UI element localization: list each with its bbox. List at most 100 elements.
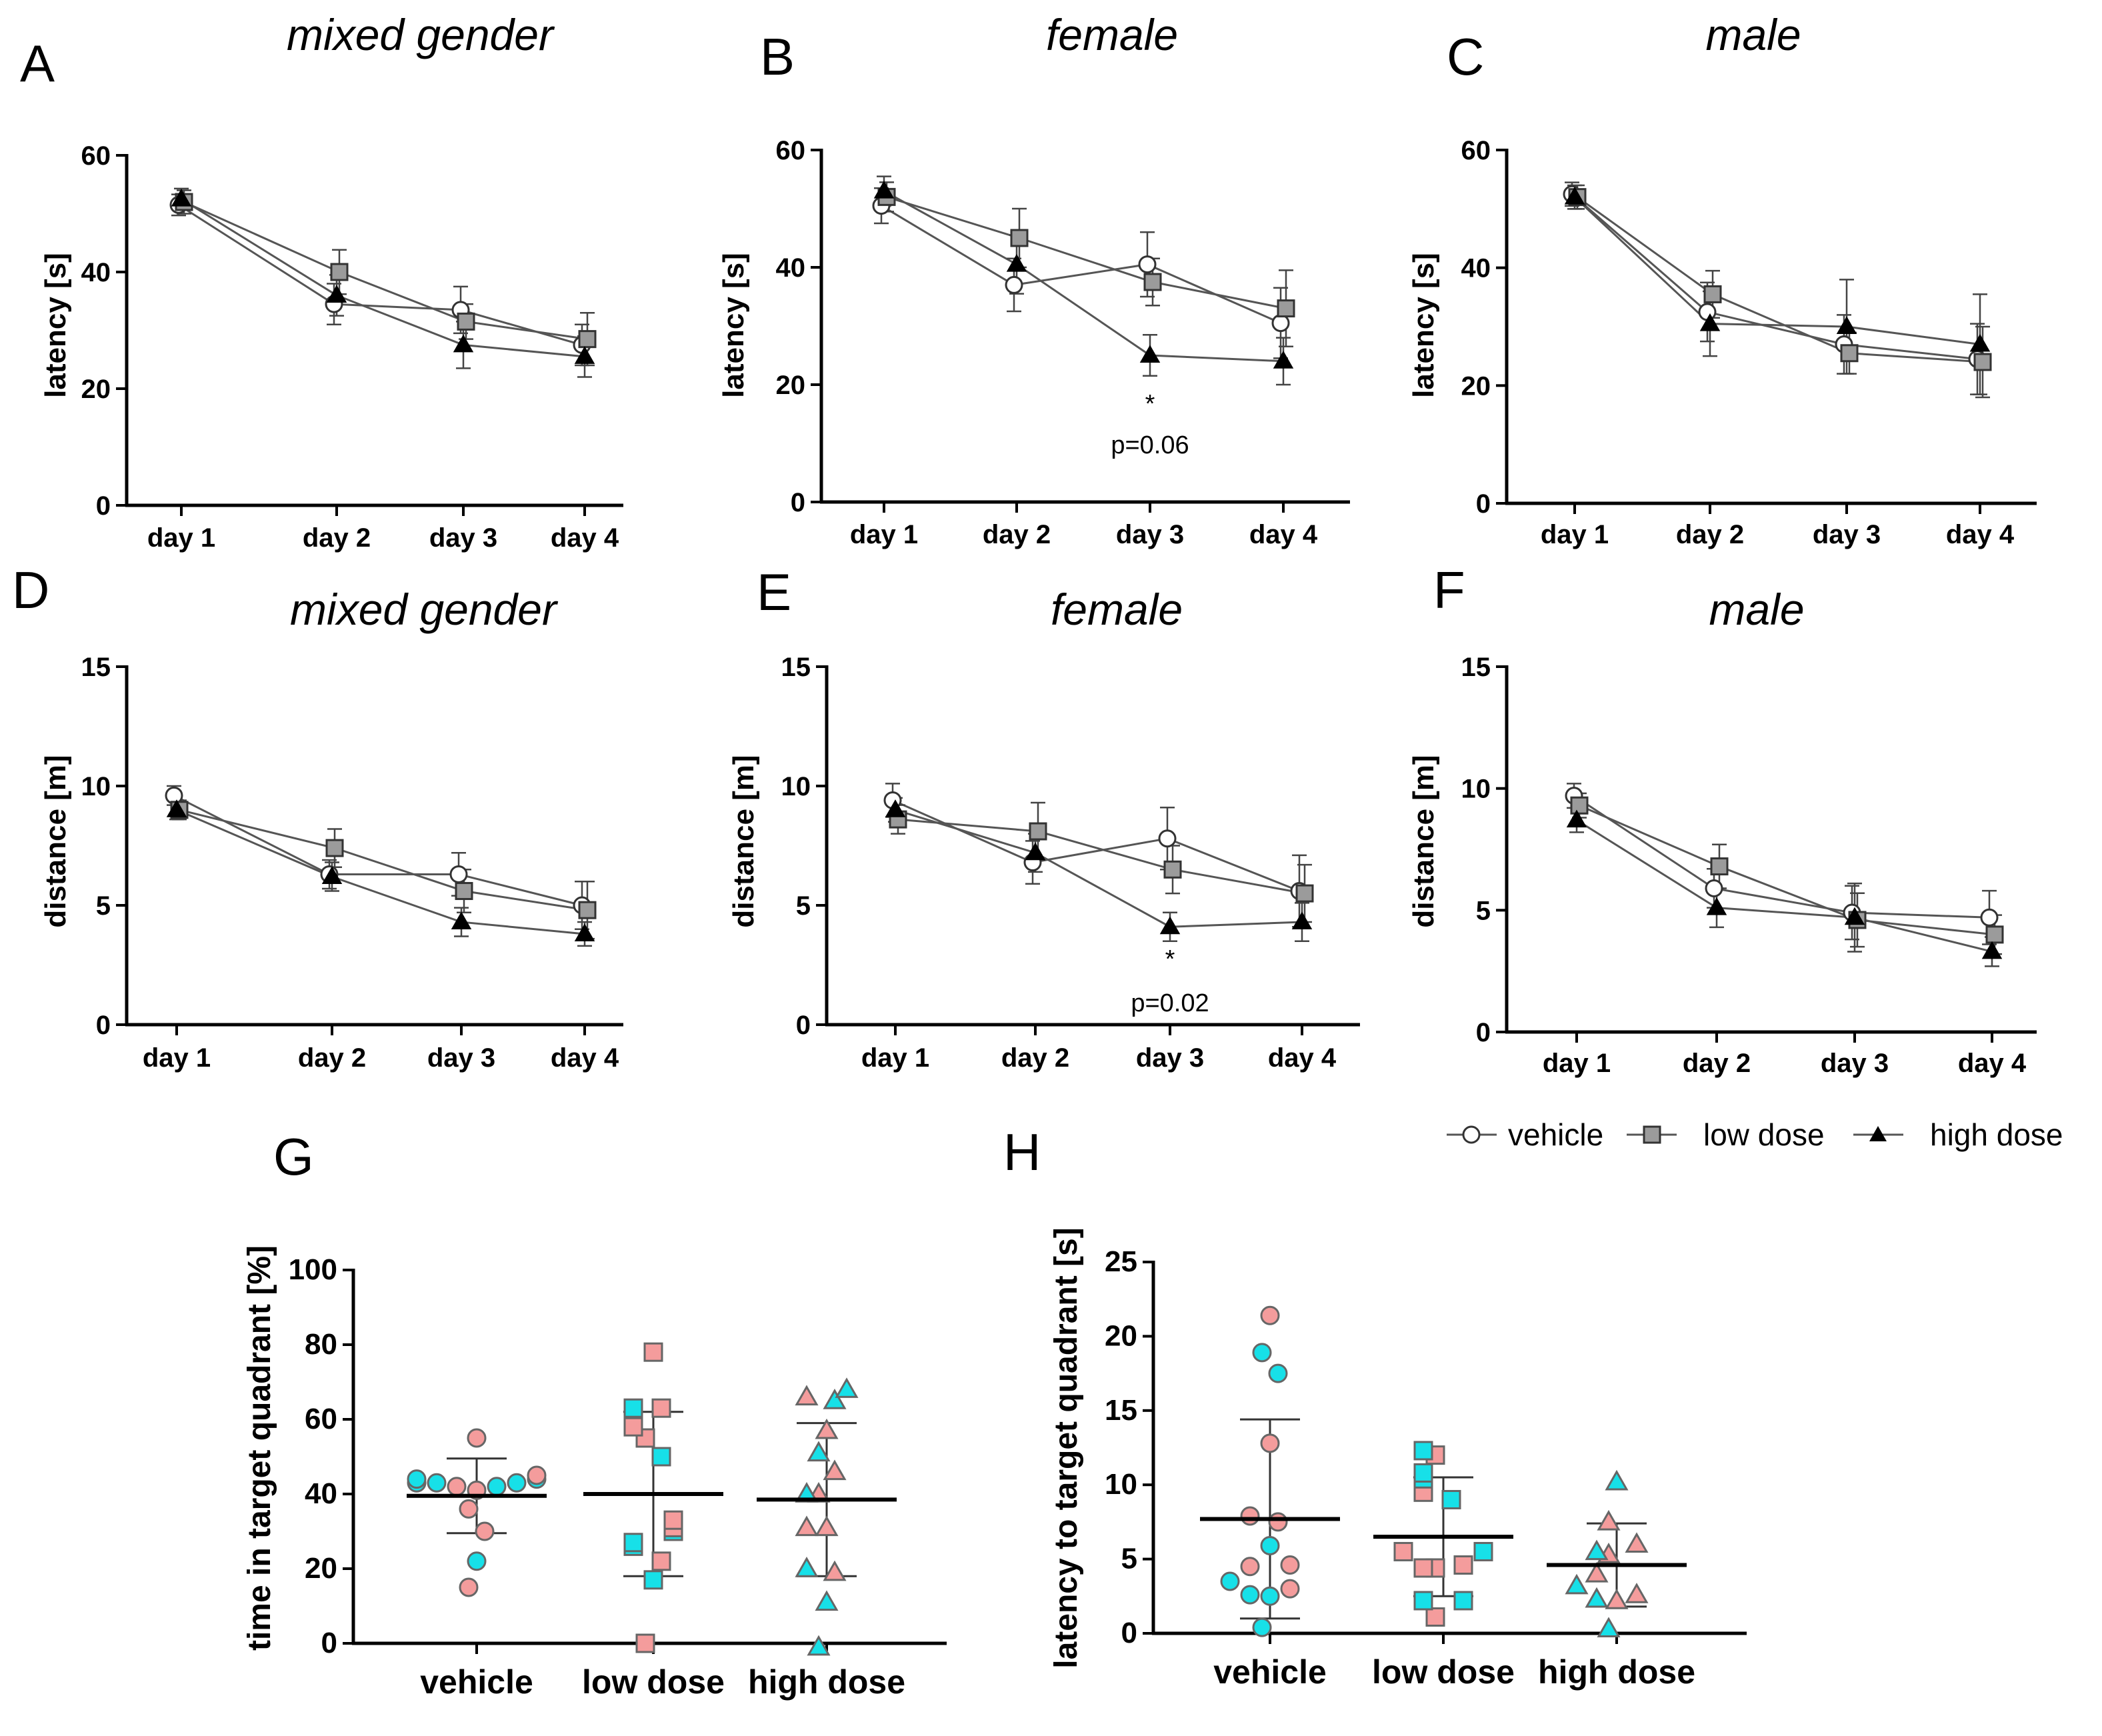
x-tick-label: day 4 — [551, 523, 619, 553]
y-tick-label: 0 — [1476, 1018, 1491, 1047]
x-tick-label: day 4 — [1249, 520, 1318, 549]
y-tick-label: 10 — [81, 772, 111, 801]
point-high — [574, 346, 595, 364]
point-female — [795, 1385, 819, 1406]
x-tick-label: day 2 — [303, 523, 371, 553]
series-line-high — [883, 190, 1284, 363]
point-female — [1240, 1557, 1260, 1577]
ylabel-f: distance [m] — [1407, 755, 1440, 927]
y-tick-label: 10 — [781, 772, 811, 801]
y-tick-label: 15 — [781, 653, 811, 682]
y-tick-label: 80 — [305, 1328, 337, 1361]
x-tick-label: day 4 — [1958, 1049, 2027, 1078]
point-female — [447, 1477, 467, 1497]
point-male — [1605, 1469, 1629, 1491]
x-tick-label: day 4 — [551, 1043, 619, 1073]
point-female — [1260, 1305, 1280, 1325]
y-tick-label: 0 — [791, 488, 805, 517]
point-male — [1413, 1463, 1433, 1483]
x-tick-label: day 1 — [1543, 1049, 1611, 1078]
chart-a-latency-mixed: 0 20 40 60 day 1 day 2 day 3 day 4 — [81, 141, 623, 553]
point-high — [1706, 897, 1727, 915]
point-female — [1425, 1607, 1445, 1627]
x-tick-label: day 4 — [1268, 1043, 1337, 1073]
point-male — [1252, 1617, 1272, 1637]
legend-marker-low — [1643, 1125, 1661, 1144]
y-tick-label: 15 — [81, 653, 111, 682]
point-low — [1163, 860, 1182, 879]
series-line-vehicle — [1571, 193, 1978, 361]
y-tick-label: 15 — [1105, 1394, 1137, 1427]
point-high — [1699, 313, 1721, 331]
y-tick-label: 0 — [796, 1011, 811, 1040]
point-male — [1240, 1585, 1260, 1605]
point-female — [1268, 1512, 1288, 1532]
point-female — [475, 1521, 495, 1541]
point-low — [1710, 857, 1729, 876]
panel-title-c: male — [1705, 10, 1801, 59]
point-male — [467, 1551, 487, 1571]
point-female — [1453, 1555, 1473, 1575]
panel-letter-a: A — [20, 34, 55, 93]
y-tick-label: 20 — [776, 371, 806, 400]
x-tick-label: vehicle — [420, 1663, 533, 1701]
x-tick-label: day 3 — [1821, 1049, 1889, 1078]
point-high — [1159, 916, 1181, 935]
y-tick-label: 5 — [1476, 896, 1491, 925]
point-high — [1566, 809, 1587, 828]
point-vehicle — [1271, 314, 1290, 333]
legend-marker-high — [1869, 1126, 1887, 1141]
point-female — [467, 1428, 487, 1448]
chart-d-distance-mixed: 0 5 10 15 day 1 day 2 day 3 day 4 — [81, 653, 623, 1073]
point-female — [1260, 1433, 1280, 1453]
legend-marker-vehicle — [1462, 1125, 1481, 1144]
point-female — [1413, 1558, 1433, 1578]
point-low — [325, 839, 344, 857]
point-male — [407, 1469, 427, 1489]
point-female — [635, 1633, 655, 1653]
point-male — [1473, 1541, 1493, 1561]
point-female — [823, 1459, 847, 1481]
panel-title-a: mixed gender — [287, 10, 555, 59]
panel-letter-d: D — [12, 561, 49, 619]
y-tick-label: 40 — [81, 258, 111, 287]
series-line-low — [897, 818, 1305, 895]
x-tick-label: day 2 — [298, 1043, 366, 1073]
point-male — [651, 1447, 671, 1467]
x-tick-label: low dose — [582, 1663, 725, 1701]
point-high — [321, 866, 343, 885]
point-male — [623, 1398, 643, 1418]
point-low — [1840, 344, 1859, 363]
point-vehicle — [1698, 303, 1717, 321]
annotation-star-e: * — [1165, 945, 1175, 973]
point-female — [795, 1515, 819, 1537]
point-female — [815, 1418, 839, 1439]
point-vehicle — [1705, 879, 1723, 897]
series-line-vehicle — [178, 204, 583, 346]
point-high — [1981, 941, 2003, 959]
point-vehicle — [1005, 275, 1023, 294]
y-tick-label: 100 — [289, 1253, 337, 1286]
point-male — [643, 1570, 663, 1590]
y-tick-label: 60 — [1461, 136, 1491, 165]
point-male — [1441, 1489, 1461, 1509]
point-low — [457, 312, 475, 331]
y-tick-label: 0 — [96, 1011, 111, 1040]
point-high — [171, 188, 192, 207]
legend-label-high: high dose — [1930, 1117, 2063, 1152]
point-female — [527, 1465, 547, 1485]
point-high — [1273, 351, 1294, 369]
x-tick-label: day 1 — [143, 1043, 211, 1073]
point-high — [574, 923, 595, 941]
point-female — [1585, 1561, 1609, 1583]
point-female — [651, 1398, 671, 1418]
series-line-high — [1576, 819, 1993, 953]
panel-title-e: female — [1051, 585, 1183, 634]
point-male — [807, 1635, 831, 1656]
y-tick-label: 15 — [1461, 653, 1491, 682]
point-low — [455, 882, 473, 901]
annotation-star-b: * — [1145, 390, 1155, 418]
point-high — [1844, 907, 1865, 925]
y-tick-label: 0 — [96, 491, 111, 521]
